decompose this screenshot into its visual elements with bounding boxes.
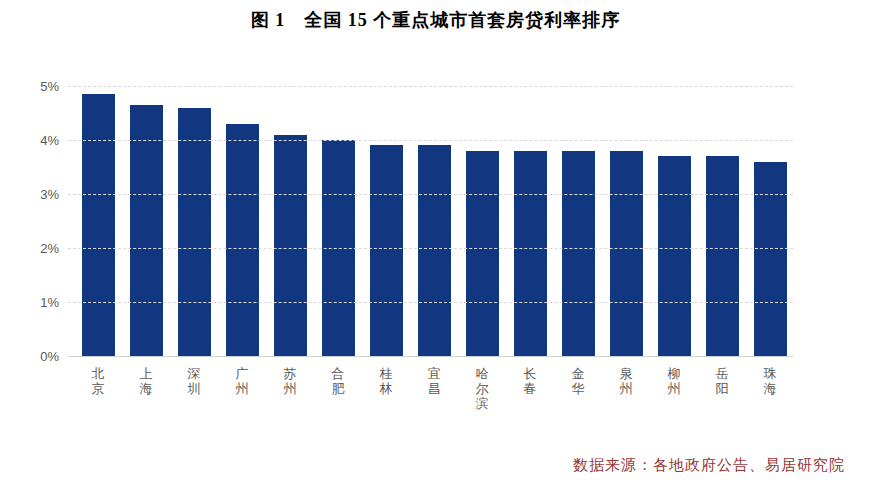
y-axis-tick-label: 5%: [19, 79, 59, 94]
y-axis-tick-label: 4%: [19, 133, 59, 148]
x-axis-tick-label: 哈尔滨: [458, 366, 506, 411]
x-axis-line: [68, 356, 793, 357]
bar: [658, 156, 691, 356]
bar-cell: [554, 151, 602, 356]
x-axis-tick-char: 阳: [698, 381, 746, 396]
bar-cell: [218, 124, 266, 356]
y-axis-tick-label: 2%: [19, 241, 59, 256]
chart-title: 图 1 全国 15 个重点城市首套房贷利率排序: [0, 8, 871, 32]
x-axis-tick-char: 哈: [458, 366, 506, 381]
x-axis-tick-char: 合: [314, 366, 362, 381]
x-axis-tick-label: 桂林: [362, 366, 410, 396]
x-axis-tick-char: 尔: [458, 381, 506, 396]
x-axis-tick-label: 苏州: [266, 366, 314, 396]
x-axis-tick-char: 泉: [602, 366, 650, 381]
x-axis-tick-label: 广州: [218, 366, 266, 396]
x-axis-tick-char: 金: [554, 366, 602, 381]
x-axis-tick-char: 柳: [650, 366, 698, 381]
bar: [82, 94, 115, 356]
x-axis-tick-char: 昌: [410, 381, 458, 396]
x-axis-tick-char: 州: [266, 381, 314, 396]
bar-cell: [602, 151, 650, 356]
x-axis-tick-label: 长春: [506, 366, 554, 396]
bar: [226, 124, 259, 356]
x-axis-tick-char: 广: [218, 366, 266, 381]
bar-cell: [410, 145, 458, 356]
x-axis-tick-label: 柳州: [650, 366, 698, 396]
bar: [178, 108, 211, 356]
x-axis-tick-char: 长: [506, 366, 554, 381]
gridline: [68, 248, 793, 249]
y-axis-tick-label: 1%: [19, 295, 59, 310]
x-axis-tick-char: 苏: [266, 366, 314, 381]
bar-cell: [122, 105, 170, 356]
gridline: [68, 302, 793, 303]
x-axis-tick-char: 京: [74, 381, 122, 396]
bar: [130, 105, 163, 356]
gridline: [68, 86, 793, 87]
data-source-note: 数据来源：各地政府公告、易居研究院: [573, 456, 845, 475]
x-axis-tick-label: 珠海: [746, 366, 794, 396]
y-axis-tick-label: 0%: [19, 349, 59, 364]
bar: [274, 135, 307, 356]
x-axis-tick-char: 圳: [170, 381, 218, 396]
x-axis-tick-char: 州: [602, 381, 650, 396]
gridline: [68, 194, 793, 195]
x-axis-tick-char: 滨: [458, 396, 506, 411]
x-axis-tick-label: 泉州: [602, 366, 650, 396]
bar-cell: [698, 156, 746, 356]
x-axis-tick-char: 深: [170, 366, 218, 381]
bar-cell: [746, 162, 794, 356]
bar: [514, 151, 547, 356]
x-axis-tick-char: 北: [74, 366, 122, 381]
x-axis-tick-label: 金华: [554, 366, 602, 396]
x-axis-tick-char: 州: [650, 381, 698, 396]
bar: [562, 151, 595, 356]
bar-cell: [362, 145, 410, 356]
x-axis-tick-label: 上海: [122, 366, 170, 396]
x-axis-tick-char: 春: [506, 381, 554, 396]
x-axis-tick-label: 岳阳: [698, 366, 746, 396]
bar-cell: [506, 151, 554, 356]
bar: [610, 151, 643, 356]
bar-cell: [170, 108, 218, 356]
x-axis-tick-char: 肥: [314, 381, 362, 396]
x-axis-tick-label: 深圳: [170, 366, 218, 396]
bar: [418, 145, 451, 356]
plot-area: 0%1%2%3%4%5%: [68, 86, 793, 356]
x-axis-tick-label: 宜昌: [410, 366, 458, 396]
bar: [466, 151, 499, 356]
x-axis-tick-char: 岳: [698, 366, 746, 381]
x-axis-tick-char: 桂: [362, 366, 410, 381]
x-axis-tick-char: 海: [122, 381, 170, 396]
x-axis-tick-label: 合肥: [314, 366, 362, 396]
bar-cell: [650, 156, 698, 356]
x-axis-tick-char: 林: [362, 381, 410, 396]
x-axis-tick-char: 上: [122, 366, 170, 381]
x-axis-tick-char: 州: [218, 381, 266, 396]
x-axis-tick-char: 海: [746, 381, 794, 396]
x-axis-tick-char: 珠: [746, 366, 794, 381]
bar-cell: [74, 94, 122, 356]
bar-cell: [266, 135, 314, 356]
y-axis-tick-label: 3%: [19, 187, 59, 202]
bar-cell: [458, 151, 506, 356]
bar: [754, 162, 787, 356]
x-axis-labels: 北京上海深圳广州苏州合肥桂林宜昌哈尔滨长春金华泉州柳州岳阳珠海: [74, 366, 794, 411]
x-axis-tick-label: 北京: [74, 366, 122, 396]
x-axis-tick-char: 宜: [410, 366, 458, 381]
gridline: [68, 140, 793, 141]
bar: [706, 156, 739, 356]
bar: [370, 145, 403, 356]
bars-container: [74, 86, 794, 356]
x-axis-tick-char: 华: [554, 381, 602, 396]
